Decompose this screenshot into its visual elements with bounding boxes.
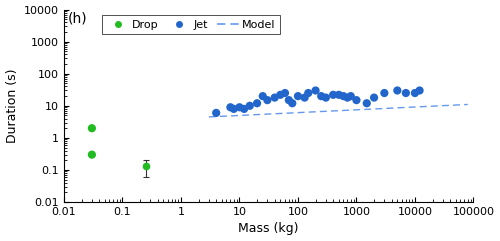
Point	[226, 105, 234, 109]
Point	[402, 91, 410, 95]
Point	[264, 98, 272, 102]
Point	[340, 94, 347, 98]
Point	[246, 104, 254, 108]
Point	[212, 111, 220, 115]
Point	[300, 96, 308, 100]
Point	[230, 107, 238, 111]
Point	[276, 93, 284, 97]
Point	[258, 94, 266, 98]
Point	[294, 94, 302, 98]
Point	[335, 93, 343, 97]
Point	[344, 96, 351, 100]
Text: (h): (h)	[68, 12, 87, 26]
Point	[236, 105, 244, 109]
X-axis label: Mass (kg): Mass (kg)	[238, 222, 299, 235]
Point	[322, 96, 330, 100]
Point	[288, 101, 296, 105]
Legend: Drop, Jet, Model: Drop, Jet, Model	[102, 15, 280, 34]
Point	[317, 94, 325, 98]
Point	[370, 96, 378, 100]
Point	[352, 98, 360, 102]
Point	[285, 98, 293, 102]
Point	[411, 91, 419, 95]
Point	[88, 126, 96, 130]
Point	[380, 91, 388, 95]
Point	[240, 107, 248, 111]
Y-axis label: Duration (s): Duration (s)	[6, 68, 18, 143]
Point	[312, 88, 320, 92]
Point	[329, 93, 337, 97]
Point	[363, 101, 371, 105]
Point	[394, 88, 402, 92]
Point	[347, 94, 355, 98]
Point	[281, 91, 289, 95]
Point	[304, 91, 312, 95]
Point	[270, 96, 278, 100]
Point	[88, 153, 96, 157]
Point	[416, 88, 424, 92]
Point	[253, 101, 261, 105]
